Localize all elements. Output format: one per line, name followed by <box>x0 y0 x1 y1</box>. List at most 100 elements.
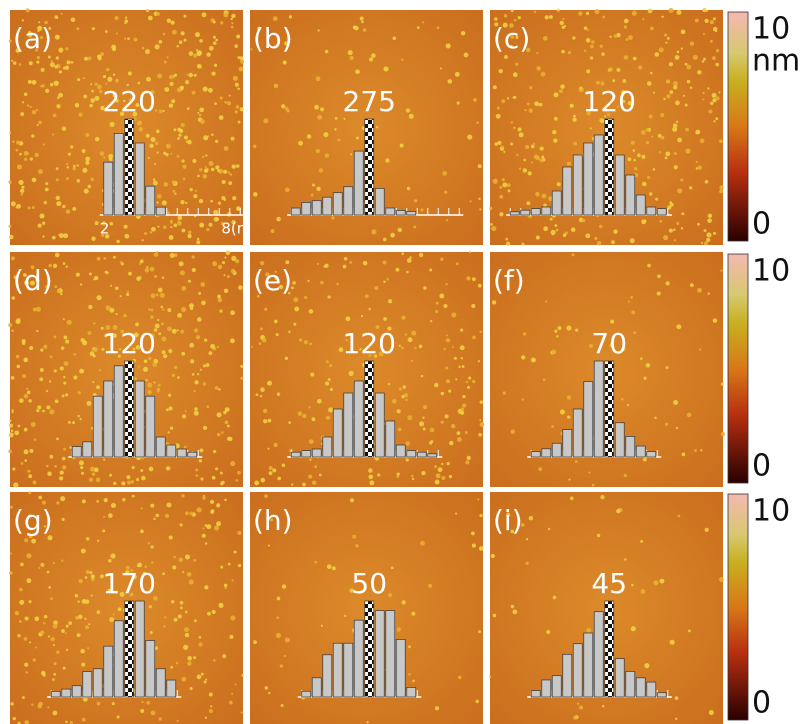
particle <box>624 19 629 24</box>
particle <box>32 110 36 114</box>
particle <box>423 405 427 409</box>
colorbar-max-label: 10 <box>752 12 790 47</box>
particle <box>108 513 113 518</box>
particle <box>192 255 195 258</box>
particle <box>423 286 426 289</box>
panel-label: (g) <box>13 504 53 537</box>
particle <box>702 60 705 63</box>
particle <box>307 280 309 282</box>
particle <box>457 431 461 435</box>
particle <box>62 205 65 208</box>
bar <box>125 361 134 457</box>
particle <box>451 313 456 318</box>
bar <box>156 669 165 697</box>
particle <box>702 92 704 94</box>
particle <box>350 153 352 155</box>
particle <box>51 637 55 641</box>
particle <box>630 238 635 243</box>
particle <box>676 222 679 225</box>
particle <box>307 134 311 138</box>
particle <box>585 233 590 238</box>
colorbar-unit-label: nm <box>752 44 800 79</box>
particle <box>314 465 317 468</box>
particle <box>407 258 412 263</box>
panel: (a)22028(nm) <box>8 8 266 245</box>
particle <box>430 428 435 433</box>
particle <box>233 76 238 81</box>
particle <box>144 232 147 235</box>
particle <box>356 137 359 140</box>
particle <box>543 203 546 206</box>
particle <box>22 696 25 699</box>
particle <box>409 114 414 119</box>
particle <box>493 179 498 184</box>
particle <box>150 504 154 508</box>
particle <box>700 139 705 144</box>
particle <box>113 613 115 615</box>
particle <box>653 580 658 585</box>
particle <box>177 221 182 226</box>
particle <box>26 152 29 155</box>
particle <box>63 448 66 451</box>
particle <box>597 241 601 245</box>
particle <box>470 200 472 202</box>
particle <box>124 234 129 239</box>
particle <box>177 720 179 722</box>
particle <box>145 49 150 54</box>
particle <box>461 407 465 411</box>
particle <box>13 61 16 64</box>
peak-count-label: 170 <box>103 567 156 600</box>
particle <box>53 264 57 268</box>
particle <box>200 478 203 481</box>
particle <box>663 98 665 100</box>
particle <box>465 431 468 434</box>
particle <box>330 388 333 391</box>
particle <box>212 476 216 480</box>
particle <box>499 195 503 199</box>
particle <box>147 383 152 388</box>
particle <box>304 296 307 299</box>
particle <box>383 66 388 71</box>
particle <box>180 270 185 275</box>
particle <box>392 399 397 404</box>
particle <box>193 559 196 562</box>
particle <box>260 327 263 330</box>
particle <box>543 378 546 381</box>
particle <box>546 630 550 634</box>
particle <box>666 79 670 83</box>
particle <box>675 696 679 700</box>
particle <box>203 364 206 367</box>
particle <box>216 521 221 526</box>
bar <box>563 430 572 457</box>
particle <box>82 168 87 173</box>
particle <box>203 86 208 91</box>
particle <box>22 342 25 345</box>
particle <box>694 449 697 452</box>
particle <box>590 127 592 129</box>
particle <box>78 615 82 619</box>
particle <box>14 430 19 435</box>
particle <box>513 96 516 99</box>
bar <box>83 442 92 457</box>
particle <box>633 57 637 61</box>
particle <box>363 261 367 265</box>
particle <box>688 629 691 632</box>
particle <box>185 633 189 637</box>
bar <box>563 167 572 215</box>
particle <box>631 310 635 314</box>
particle <box>183 178 186 181</box>
particle <box>343 118 345 120</box>
particle <box>199 39 203 43</box>
particle <box>199 223 204 228</box>
bar <box>584 382 593 457</box>
particle <box>187 234 191 238</box>
particle <box>678 515 681 518</box>
particle <box>441 476 445 480</box>
particle <box>204 585 208 589</box>
particle <box>650 72 653 75</box>
particle <box>94 276 98 280</box>
particle <box>231 579 233 581</box>
particle <box>26 553 31 558</box>
particle <box>146 9 149 12</box>
particle <box>657 291 661 295</box>
